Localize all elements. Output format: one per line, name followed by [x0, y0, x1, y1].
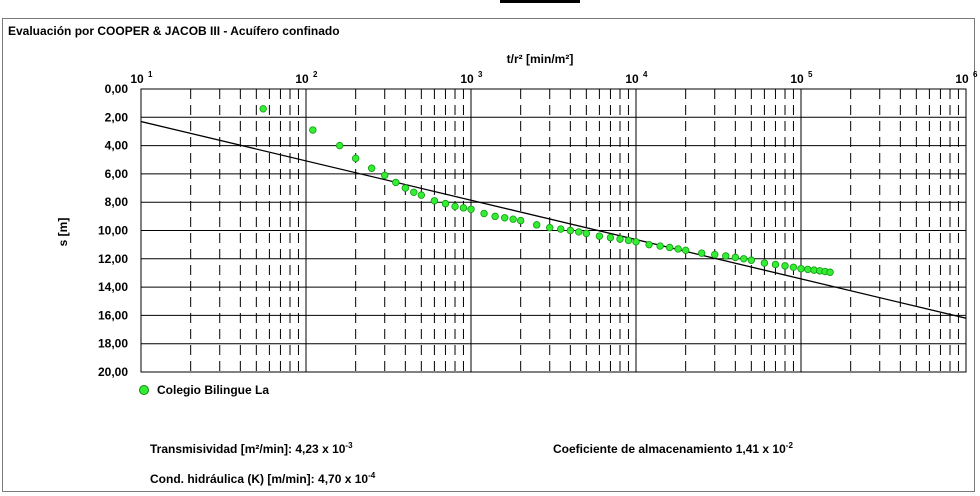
y-tick-label: 4,00 — [105, 139, 129, 153]
cond-value: 4,70 x 10 — [318, 472, 369, 486]
data-point — [335, 141, 344, 150]
x-tick-exponent: 4 — [643, 70, 648, 79]
data-point — [392, 178, 400, 187]
x-tick-exponent: 6 — [973, 70, 978, 79]
data-point — [645, 240, 653, 249]
x-tick-exponent: 1 — [148, 70, 153, 79]
x-tick-exponent: 5 — [808, 70, 813, 79]
data-point — [826, 268, 834, 276]
data-point — [480, 209, 488, 218]
legend-marker — [139, 385, 149, 395]
x-axis-label: t/r² [min/m²] — [507, 52, 574, 66]
legend-label: Colegio Bilingue La — [157, 383, 270, 397]
y-tick-label: 20,00 — [98, 365, 128, 379]
data-point — [740, 255, 748, 263]
y-tick-label: 10,00 — [98, 224, 128, 238]
data-point — [711, 250, 719, 259]
data-point — [516, 216, 525, 225]
data-point — [760, 259, 769, 267]
cond-hidraulica-result: Cond. hidráulica (K) [m/min]: 4,70 x 10-… — [150, 471, 375, 486]
y-tick-label: 0,00 — [105, 82, 129, 96]
y-tick-label: 14,00 — [98, 280, 128, 294]
data-point — [441, 199, 450, 208]
x-tick-label: 10 — [790, 72, 804, 86]
data-point — [624, 236, 633, 245]
data-point — [451, 202, 459, 211]
data-point — [401, 184, 410, 192]
data-point — [582, 229, 591, 238]
coeficiente-exp: -2 — [785, 441, 793, 450]
data-point — [575, 228, 583, 236]
data-point — [606, 233, 615, 242]
data-point — [509, 215, 517, 223]
data-point — [491, 212, 499, 221]
data-point — [797, 265, 805, 273]
data-point — [616, 235, 624, 243]
y-tick-label: 12,00 — [98, 252, 128, 266]
data-point — [259, 105, 267, 113]
data-point — [595, 232, 604, 240]
data-point — [789, 263, 798, 271]
transmisividad-exp: -3 — [345, 441, 353, 450]
data-point — [665, 243, 674, 252]
data-point — [632, 238, 640, 246]
data-point — [697, 249, 706, 257]
x-tick-exponent: 2 — [313, 70, 318, 79]
data-point — [771, 260, 780, 269]
data-point — [781, 262, 789, 270]
data-point — [367, 164, 376, 172]
data-point — [566, 226, 575, 235]
y-tick-label: 18,00 — [98, 337, 128, 351]
coeficiente-result: Coeficiente de almacenamiento 1,41 x 10-… — [553, 441, 793, 456]
x-tick-label: 10 — [625, 72, 639, 86]
data-point — [674, 245, 682, 253]
data-point — [804, 265, 812, 274]
data-point — [351, 154, 360, 163]
data-point — [467, 205, 475, 213]
data-point — [500, 214, 509, 222]
x-tick-label: 10 — [295, 72, 309, 86]
data-point — [417, 191, 426, 199]
cond-label: Cond. hidráulica (K) [m/min]: — [150, 472, 315, 486]
data-point — [410, 188, 418, 196]
x-tick-label: 10 — [460, 72, 474, 86]
y-tick-label: 16,00 — [98, 308, 128, 322]
data-point — [731, 253, 740, 262]
data-point — [430, 197, 439, 205]
data-point — [656, 242, 664, 250]
cond-exp: -4 — [368, 471, 376, 480]
coeficiente-value: 1,41 x 10 — [735, 442, 786, 456]
transmisividad-label: Transmisividad [m²/min]: — [150, 442, 293, 456]
y-tick-label: 8,00 — [105, 195, 129, 209]
coeficiente-label: Coeficiente de almacenamiento — [553, 442, 733, 456]
data-point — [681, 246, 690, 255]
y-tick-label: 6,00 — [105, 167, 129, 181]
legend: Colegio Bilingue La — [139, 383, 269, 397]
data-point — [557, 225, 565, 233]
data-point — [546, 223, 554, 232]
data-point — [747, 256, 756, 264]
y-axis-label: s [m] — [56, 218, 70, 247]
top-indicator-bar — [500, 0, 580, 3]
data-point — [459, 204, 468, 212]
y-tick-label: 2,00 — [105, 110, 129, 124]
data-point — [309, 126, 317, 134]
chart-title: Evaluación por COOPER & JACOB III - Acuí… — [8, 24, 340, 38]
x-tick-label: 10 — [955, 72, 969, 86]
transmisividad-value: 4,23 x 10 — [295, 442, 346, 456]
data-point — [722, 252, 730, 260]
data-point — [381, 171, 389, 180]
x-tick-label: 10 — [130, 72, 144, 86]
data-point — [532, 221, 541, 229]
x-tick-exponent: 3 — [478, 70, 483, 79]
fit-line — [141, 120, 966, 319]
transmisividad-result: Transmisividad [m²/min]: 4,23 x 10-3 — [150, 441, 353, 456]
